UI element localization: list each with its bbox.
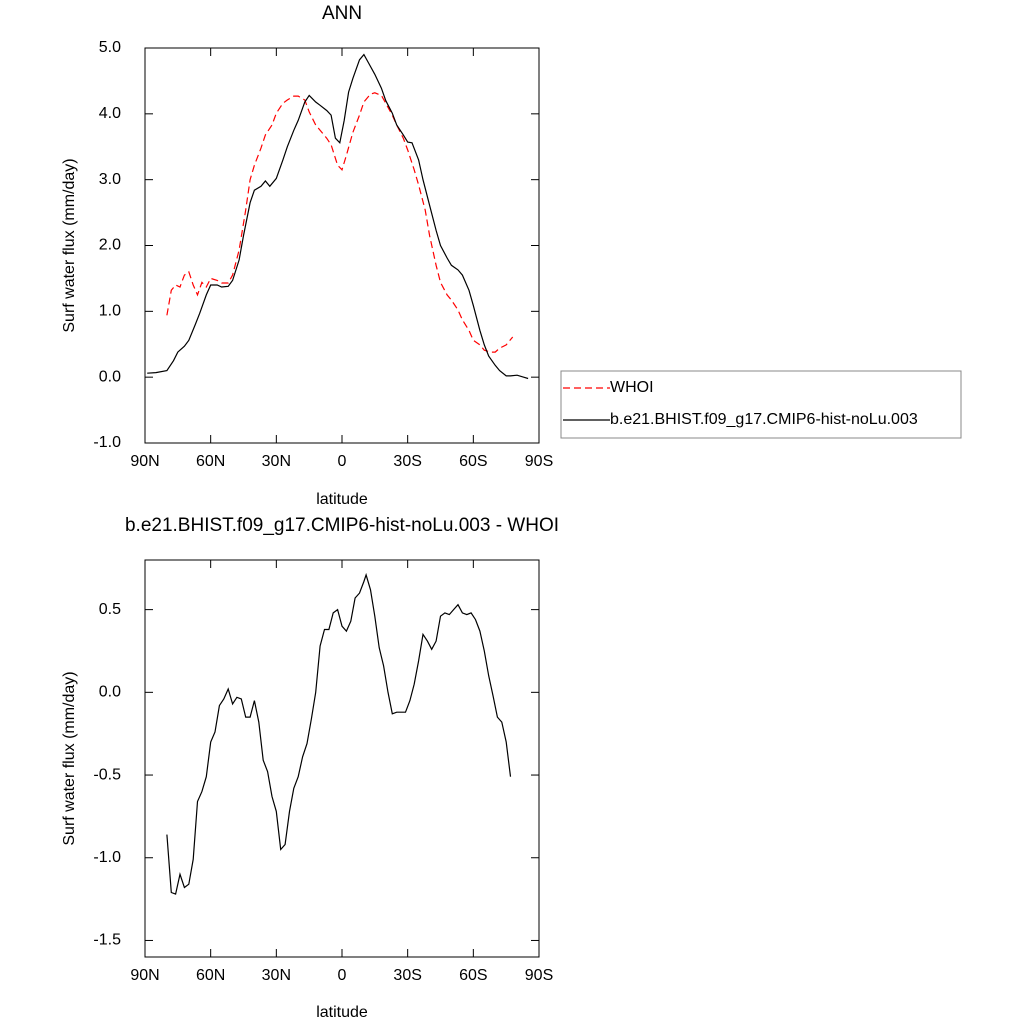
- legend-frame: [560, 370, 962, 439]
- y-tick-label: -1.0: [93, 849, 121, 866]
- y-tick-label: 0.0: [99, 368, 121, 385]
- x-tick-label: 60S: [459, 453, 487, 470]
- y-tick-label: -1.0: [93, 434, 121, 451]
- x-tick-label: 0: [338, 967, 347, 984]
- chart-title: ANN: [322, 3, 362, 24]
- x-tick-label: 30N: [262, 967, 291, 984]
- y-tick-label: -0.5: [93, 766, 121, 783]
- x-tick-label: 90S: [525, 967, 553, 984]
- x-tick-label: 60N: [196, 453, 225, 470]
- data-line: [166, 92, 514, 353]
- y-tick-label: 2.0: [99, 237, 121, 254]
- legend: WHOI b.e21.BHIST.f09_g17.CMIP6-hist-noLu.…: [560, 370, 962, 439]
- x-tick-label: 30S: [393, 967, 421, 984]
- data-line: [147, 53, 529, 380]
- legend-label: b.e21.BHIST.f09_g17.CMIP6-hist-noLu.003: [610, 411, 918, 428]
- plot-frame: [144, 47, 540, 444]
- x-axis-label: latitude: [316, 491, 368, 508]
- x-tick-label: 30N: [262, 453, 291, 470]
- x-tick-label: 90S: [525, 453, 553, 470]
- legend-label: WHOI: [610, 379, 654, 396]
- y-tick-label: -1.5: [93, 932, 121, 949]
- chart-title: b.e21.BHIST.f09_g17.CMIP6-hist-noLu.003 …: [125, 515, 559, 536]
- data-line: [166, 572, 512, 895]
- y-tick-label: 5.0: [99, 39, 121, 56]
- y-tick-label: 1.0: [99, 303, 121, 320]
- plot-frame: [144, 559, 540, 958]
- x-axis-label: latitude: [316, 1004, 368, 1021]
- y-tick-label: 0.0: [99, 684, 121, 701]
- y-tick-label: 4.0: [99, 105, 121, 122]
- y-axis-label: Surf water flux (mm/day): [61, 158, 78, 332]
- y-tick-label: 3.0: [99, 171, 121, 188]
- x-tick-label: 60S: [459, 967, 487, 984]
- y-tick-label: 0.5: [99, 601, 121, 618]
- x-tick-label: 30S: [393, 453, 421, 470]
- x-tick-label: 0: [338, 453, 347, 470]
- x-tick-label: 90N: [130, 967, 159, 984]
- x-tick-label: 60N: [196, 967, 225, 984]
- x-tick-label: 90N: [130, 453, 159, 470]
- y-axis-label: Surf water flux (mm/day): [61, 671, 78, 845]
